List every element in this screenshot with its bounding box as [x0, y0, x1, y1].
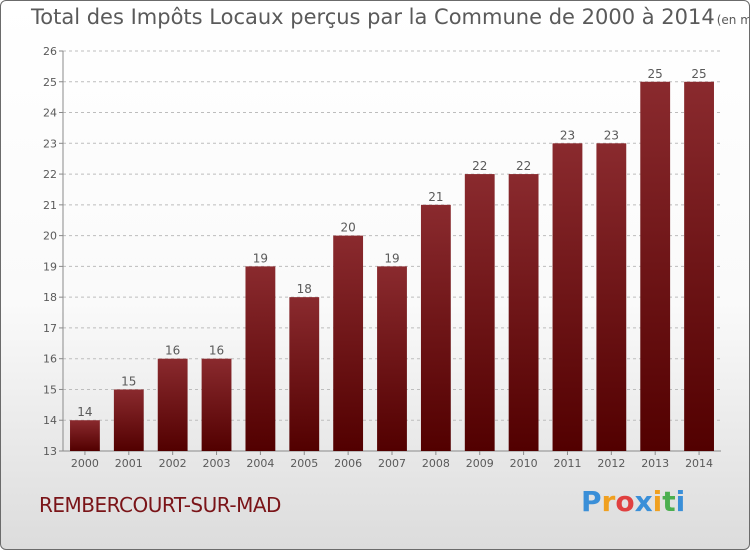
x-tick-label: 2003: [203, 457, 231, 470]
bar-2012: [596, 143, 627, 452]
chart-title: Total des Impôts Locaux perçus par la Co…: [31, 5, 749, 29]
y-tick-label: 26: [43, 45, 57, 58]
x-tick-label: 2005: [290, 457, 318, 470]
bar-value-label: 22: [516, 159, 531, 173]
x-tick-label: 2008: [422, 457, 450, 470]
bar-value-label: 23: [560, 128, 575, 142]
bar-value-label: 25: [691, 67, 706, 81]
bar-2010: [508, 174, 539, 452]
x-tick-label: 2006: [334, 457, 362, 470]
y-tick-label: 15: [43, 383, 57, 396]
x-tick-label: 2002: [159, 457, 187, 470]
bar-value-label: 16: [165, 344, 180, 358]
y-tick-label: 14: [43, 414, 57, 427]
bar-2003: [201, 358, 232, 451]
x-tick-label: 2013: [641, 457, 669, 470]
bar-2011: [552, 143, 583, 452]
x-tick-label: 2009: [466, 457, 494, 470]
y-tick-label: 22: [43, 168, 57, 181]
bar-value-label: 15: [121, 374, 136, 388]
bar-2006: [333, 235, 364, 451]
bar-2007: [377, 266, 407, 451]
bar-value-label: 22: [472, 159, 487, 173]
y-tick-label: 25: [43, 76, 57, 89]
bar-value-label: 23: [604, 128, 619, 142]
proxiti-logo: Proxiti: [581, 485, 685, 518]
bar-2008: [420, 204, 451, 451]
bar-2005: [289, 297, 320, 451]
bar-2000: [70, 420, 100, 451]
y-tick-label: 20: [43, 230, 57, 243]
bar-value-label: 14: [77, 405, 92, 419]
y-tick-label: 13: [43, 445, 57, 458]
x-tick-label: 2014: [685, 457, 713, 470]
y-tick-label: 18: [43, 291, 57, 304]
commune-name: REMBERCOURT-SUR-MAD: [39, 493, 281, 517]
y-tick-label: 23: [43, 137, 57, 150]
x-tick-label: 2012: [597, 457, 625, 470]
logo-letter: t: [662, 485, 676, 518]
bar-value-label: 21: [428, 190, 443, 204]
bar-value-label: 16: [209, 344, 224, 358]
logo-letter: P: [581, 485, 602, 518]
bar-2004: [245, 266, 276, 451]
y-tick-label: 16: [43, 353, 57, 366]
bar-value-label: 19: [253, 251, 268, 265]
logo-letter: i: [652, 485, 663, 518]
bar-2002: [157, 358, 188, 451]
x-tick-label: 2000: [71, 457, 99, 470]
logo-letter: r: [601, 485, 616, 518]
logo-letter: i: [675, 485, 686, 518]
y-tick-label: 17: [43, 322, 57, 335]
x-tick-label: 2007: [378, 457, 406, 470]
logo-letter: o: [615, 485, 635, 518]
bar-value-label: 18: [297, 282, 312, 296]
chart-title-unit: (en milliers d'€): [716, 13, 749, 27]
bar-value-label: 20: [340, 221, 355, 235]
x-tick-label: 2001: [115, 457, 143, 470]
bar-2001: [113, 389, 144, 451]
y-tick-label: 21: [43, 199, 57, 212]
chart-title-text: Total des Impôts Locaux perçus par la Co…: [31, 5, 715, 29]
x-tick-label: 2011: [553, 457, 581, 470]
bar-2009: [464, 174, 495, 452]
x-tick-label: 2010: [510, 457, 538, 470]
x-tick-label: 2004: [246, 457, 274, 470]
y-tick-label: 24: [43, 107, 57, 120]
logo-letter: x: [634, 485, 653, 518]
bar-value-label: 25: [648, 67, 663, 81]
bar-2014: [684, 81, 714, 452]
bar-2013: [640, 81, 671, 452]
y-tick-label: 19: [43, 260, 57, 273]
bar-value-label: 19: [384, 251, 399, 265]
